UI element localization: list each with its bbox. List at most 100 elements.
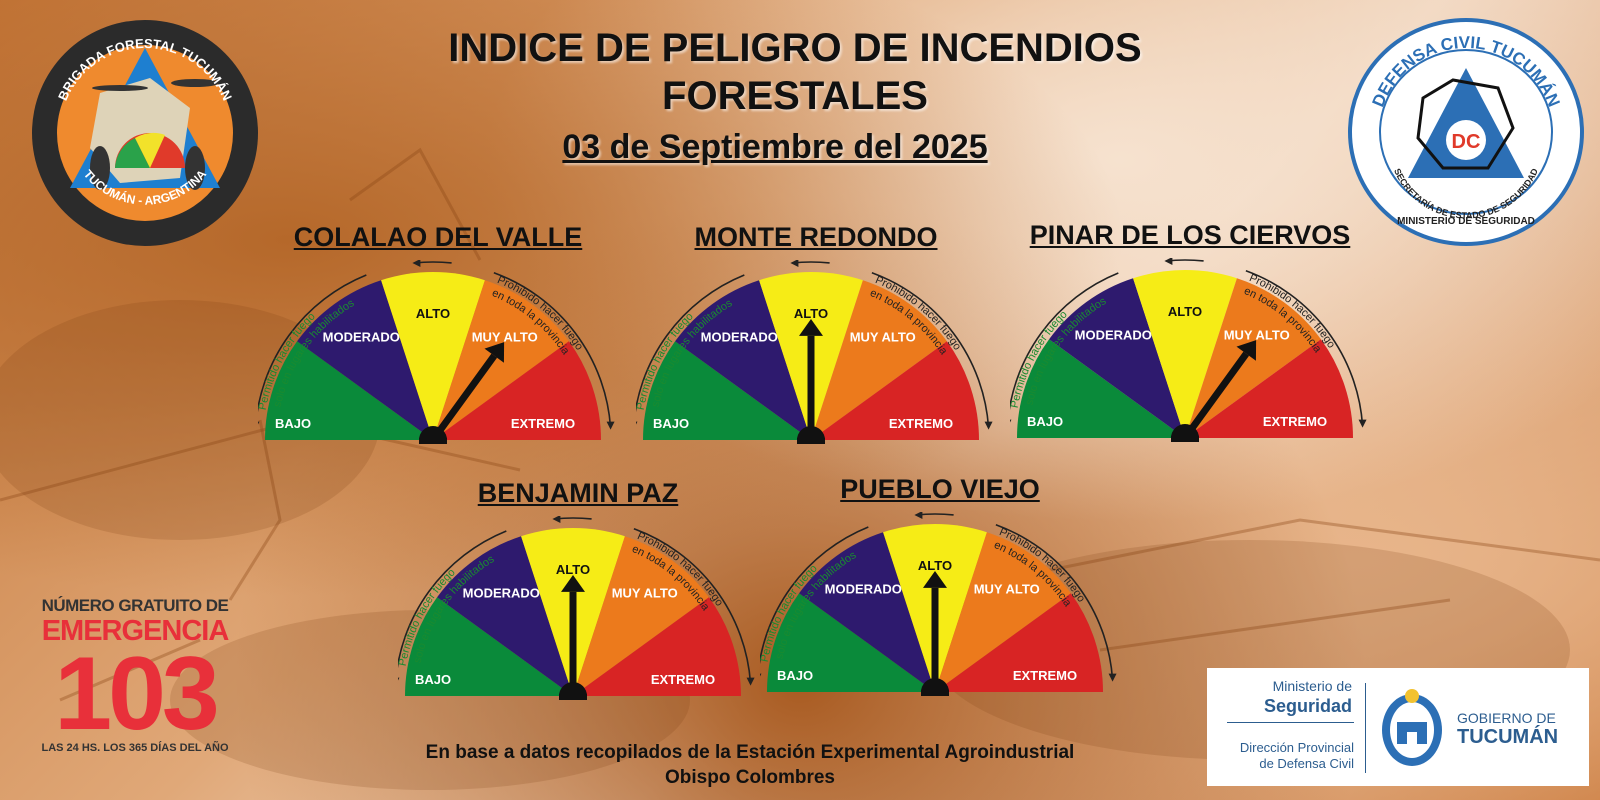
gauge-sector-moderado bbox=[1049, 278, 1185, 438]
gauge-title: PUEBLO VIEJO bbox=[840, 474, 1040, 504]
report-date: 03 de Septiembre del 2025 bbox=[562, 128, 988, 166]
dc-initials: DC bbox=[1452, 131, 1481, 153]
emergency-line4: LAS 24 HS. LOS 365 DÍAS DEL AÑO bbox=[41, 742, 229, 754]
gauge-needle-hub bbox=[419, 426, 447, 440]
gauge-sector-bajo bbox=[643, 341, 811, 440]
ministry-line2: Seguridad bbox=[1263, 696, 1352, 716]
gauge-sector-extremo bbox=[433, 341, 601, 440]
page-title-line2: FORESTALES bbox=[662, 74, 928, 118]
arrowhead-icon bbox=[258, 421, 260, 425]
gauge-label-extremo: EXTREMO bbox=[1263, 414, 1327, 429]
gauge-needle-head bbox=[923, 571, 947, 588]
gauge-needle-head bbox=[1236, 340, 1257, 361]
arrow-arc-right bbox=[871, 271, 990, 428]
gauge-label-bajo: BAJO bbox=[653, 416, 689, 431]
gauge-needle-base bbox=[419, 438, 447, 444]
gauge-sector-moderado bbox=[675, 280, 811, 440]
data-source-note: En base a datos recopilados de la Estaci… bbox=[380, 740, 1120, 790]
emergency-number: 103 bbox=[54, 636, 220, 752]
gauge-label-muy-alto: MUY ALTO bbox=[974, 581, 1040, 596]
gauge-label-moderado: MODERADO bbox=[1075, 327, 1152, 342]
gauge-needle-head bbox=[799, 319, 823, 336]
gauge-label-muy-alto: MUY ALTO bbox=[1224, 327, 1290, 342]
gauge-label-moderado: MODERADO bbox=[701, 329, 778, 344]
arrow-arc-right bbox=[995, 523, 1114, 680]
gauge-title: PINAR DE LOS CIERVOS bbox=[1029, 220, 1351, 250]
gauge-label-muy-alto: MUY ALTO bbox=[472, 329, 538, 344]
gauge-label-bajo: BAJO bbox=[777, 668, 813, 683]
gauge-sector-bajo bbox=[1017, 339, 1185, 438]
emergency-line1: NÚMERO GRATUITO DE bbox=[41, 596, 229, 615]
gauge-label-extremo: EXTREMO bbox=[511, 416, 575, 431]
gauge-needle bbox=[430, 353, 498, 443]
arrowhead-icon bbox=[790, 260, 799, 267]
gauge-label-bajo: BAJO bbox=[1027, 414, 1063, 429]
arrow-arc-left bbox=[1010, 272, 1119, 411]
ministry-divider bbox=[1227, 722, 1354, 723]
gauge-sector-bajo bbox=[265, 341, 433, 440]
gauge-title: BENJAMIN PAZ bbox=[477, 478, 679, 508]
ministry-vertical-divider bbox=[1365, 683, 1366, 773]
gauge-label-moderado: MODERADO bbox=[463, 585, 540, 600]
tucuman-shield-icon bbox=[1382, 689, 1442, 766]
gobierno-line2: TUCUMÁN bbox=[1457, 726, 1559, 748]
gauge-needle-base bbox=[921, 690, 949, 696]
gauge-needle-hub bbox=[559, 682, 587, 696]
arrow-arc-right bbox=[493, 271, 612, 428]
arrowhead-icon bbox=[1108, 673, 1117, 682]
arrowhead-icon bbox=[1164, 258, 1173, 265]
arrowhead-icon bbox=[1010, 419, 1012, 423]
gauge-label-alto: ALTO bbox=[416, 306, 450, 321]
footer-line2: Obispo Colombres bbox=[665, 767, 835, 788]
ministry-dir-line1: Dirección Provincial bbox=[1239, 740, 1354, 755]
arrow-arc-left bbox=[636, 274, 745, 413]
gauge-label-extremo: EXTREMO bbox=[889, 416, 953, 431]
emergency-line2: EMERGENCIA bbox=[41, 615, 230, 647]
footer-line1: En base a datos recopilados de la Estaci… bbox=[425, 742, 1075, 763]
arrow-arc-right bbox=[633, 527, 752, 684]
gauge-sector-muy-alto bbox=[935, 532, 1071, 692]
arrowhead-icon bbox=[746, 677, 755, 686]
gauge-sector-extremo bbox=[935, 593, 1103, 692]
arrow-arc-left bbox=[760, 526, 869, 665]
gauge-sector-moderado bbox=[799, 532, 935, 692]
gauge-sector-extremo bbox=[573, 597, 741, 696]
arrowhead-icon bbox=[1358, 419, 1367, 428]
gauge-sector-muy-alto bbox=[811, 280, 947, 440]
arrowhead-icon bbox=[552, 516, 561, 523]
gauge-needle-base bbox=[1171, 436, 1199, 442]
defensa-civil-logo: DC DEFENSA CIVIL TUCUMÁN SECRETARÍA DE E… bbox=[1348, 18, 1584, 246]
gauge-label-alto: ALTO bbox=[918, 558, 952, 573]
gauge-sector-moderado bbox=[437, 536, 573, 696]
gauge-sector-muy-alto bbox=[573, 536, 709, 696]
gauge-sector-bajo bbox=[767, 593, 935, 692]
arrowhead-icon bbox=[984, 421, 993, 430]
gauge-label-muy-alto: MUY ALTO bbox=[612, 585, 678, 600]
gauge-label-bajo: BAJO bbox=[415, 672, 451, 687]
gauge-label-moderado: MODERADO bbox=[825, 581, 902, 596]
arrowhead-icon bbox=[412, 260, 421, 267]
gauge-title: COLALAO DEL VALLE bbox=[293, 222, 583, 252]
brigada-forestal-logo: BRIGADA FORESTAL TUCUMÁN TUCUMÁN - ARGEN… bbox=[32, 20, 258, 246]
ministry-line3: Dirección Provincial de Defensa Civil bbox=[1212, 740, 1354, 772]
gauge-needle-base bbox=[797, 438, 825, 444]
gauge-title: MONTE REDONDO bbox=[694, 222, 938, 252]
gauge-needle-base bbox=[559, 694, 587, 700]
ministerio-seguridad-logo: Ministerio de Seguridad Dirección Provin… bbox=[1207, 668, 1589, 786]
emergency-number-block: NÚMERO GRATUITO DE EMERGENCIA 103 LAS 24… bbox=[30, 596, 240, 754]
gauge-needle-head bbox=[561, 575, 585, 592]
ministry-line1: Ministerio de bbox=[1272, 678, 1352, 694]
gauge-sector-alto bbox=[381, 272, 485, 440]
gauge-label-extremo: EXTREMO bbox=[1013, 668, 1077, 683]
gauge-sector-alto bbox=[1133, 270, 1237, 438]
gauge-needle-hub bbox=[921, 678, 949, 692]
gauge-label-moderado: MODERADO bbox=[323, 329, 400, 344]
arrow-arc-right bbox=[1245, 269, 1364, 426]
gauge-sector-moderado bbox=[297, 280, 433, 440]
gauge-label-alto: ALTO bbox=[556, 562, 590, 577]
gobierno-line1: GOBIERNO DE bbox=[1457, 710, 1556, 726]
gauge-needle-hub bbox=[797, 426, 825, 440]
